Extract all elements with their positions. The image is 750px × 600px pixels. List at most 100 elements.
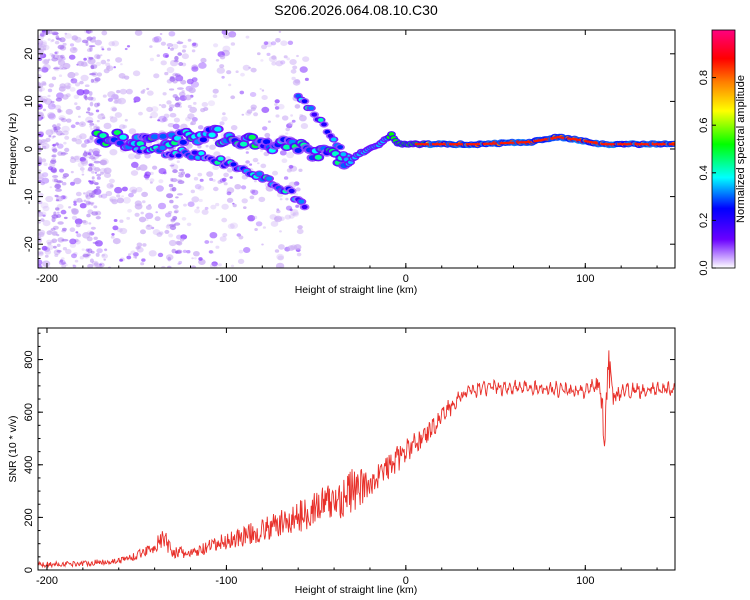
noise-streak <box>86 36 93 41</box>
noise-speckle <box>100 159 108 166</box>
noise-speckle <box>271 55 277 60</box>
noise-speckle <box>79 133 87 140</box>
snr-y-ticks: 0 200 400 600 800 <box>23 332 675 573</box>
noise-speckle <box>114 112 123 118</box>
noise-speckle <box>199 178 204 182</box>
noise-speckle <box>201 209 209 215</box>
noise-speckle <box>194 208 201 214</box>
noise-speckle <box>226 191 232 196</box>
noise-speckle <box>149 45 153 48</box>
noise-streak <box>177 180 185 185</box>
noise-speckle <box>38 252 41 255</box>
noise-speckle <box>283 176 289 180</box>
y-tick-label: 20 <box>23 48 35 60</box>
noise-speckle <box>183 203 187 207</box>
noise-speckle <box>279 150 287 156</box>
noise-speckle <box>87 57 96 65</box>
noise-speckle <box>261 44 267 50</box>
noise-speckle <box>39 251 44 255</box>
noise-speckle <box>171 43 179 50</box>
noise-speckle <box>154 216 161 222</box>
noise-streak <box>169 76 176 82</box>
noise-speckle <box>152 36 160 43</box>
noise-speckle <box>38 103 43 110</box>
noise-streak <box>85 194 89 198</box>
noise-speckle <box>181 90 185 93</box>
noise-streak <box>55 142 59 146</box>
noise-streak <box>61 118 67 123</box>
noise-speckle <box>230 125 238 131</box>
noise-streak <box>62 227 67 231</box>
colorbar-tick-label: 0.4 <box>698 165 710 180</box>
noise-speckle <box>41 30 46 33</box>
noise-speckle <box>292 211 300 217</box>
noise-speckle <box>280 60 286 65</box>
noise-speckle <box>212 88 219 94</box>
noise-speckle <box>264 132 271 138</box>
noise-speckle <box>295 204 299 208</box>
noise-speckle <box>96 119 100 123</box>
noise-speckle <box>275 262 285 268</box>
noise-speckle <box>212 179 216 182</box>
spectrogram-y-ticks: -20 -10 0 10 20 <box>23 29 675 269</box>
noise-speckle <box>286 151 295 159</box>
noise-streak <box>53 245 57 249</box>
noise-streak <box>50 159 57 164</box>
noise-speckle <box>289 208 293 212</box>
noise-speckle <box>42 172 49 178</box>
noise-speckle <box>189 106 198 113</box>
noise-speckle <box>86 230 93 236</box>
noise-speckle <box>176 160 180 163</box>
noise-speckle <box>70 156 75 160</box>
carrier-scatter-core <box>159 133 167 139</box>
noise-speckle <box>95 61 102 67</box>
noise-speckle <box>142 243 147 247</box>
noise-streak <box>61 152 68 155</box>
noise-speckle <box>258 196 266 203</box>
noise-speckle <box>70 124 76 129</box>
noise-speckle <box>56 130 63 136</box>
noise-speckle <box>72 264 75 267</box>
noise-speckle <box>150 181 153 184</box>
noise-streak <box>62 42 67 46</box>
colorbar-ticks: 0.0 0.2 0.4 0.6 0.8 <box>698 70 716 276</box>
noise-speckle <box>245 160 250 164</box>
noise-speckle <box>102 116 106 120</box>
noise-speckle <box>155 185 164 192</box>
noise-speckle <box>157 252 164 258</box>
noise-speckle <box>128 153 136 160</box>
noise-speckle <box>156 232 163 237</box>
noise-speckle <box>87 263 94 268</box>
noise-speckle <box>76 197 83 203</box>
noise-speckle <box>121 76 126 80</box>
noise-speckle <box>44 98 53 105</box>
noise-speckle <box>156 54 160 57</box>
noise-speckle <box>76 233 82 238</box>
noise-speckle <box>128 128 137 135</box>
noise-speckle <box>143 173 150 179</box>
noise-speckle <box>71 208 79 215</box>
noise-streak <box>177 262 181 265</box>
noise-speckle <box>117 227 123 233</box>
noise-speckle <box>168 239 177 247</box>
spectrogram-y-axis-label: Frequency (Hz) <box>7 113 19 185</box>
noise-speckle <box>75 139 82 145</box>
noise-speckle <box>71 253 77 259</box>
noise-streak <box>166 43 173 47</box>
noise-speckle <box>245 151 249 154</box>
carrier-scatter-core <box>151 134 159 140</box>
noise-speckle <box>58 86 66 92</box>
noise-speckle <box>257 162 260 165</box>
noise-speckle <box>69 238 77 245</box>
spectrogram-marks <box>38 30 675 268</box>
noise-speckle <box>223 182 228 186</box>
noise-speckle <box>73 198 80 203</box>
y-tick-label: -10 <box>23 189 35 205</box>
noise-speckle <box>153 73 160 79</box>
noise-speckle <box>94 167 101 172</box>
noise-speckle <box>198 62 207 69</box>
noise-speckle <box>86 48 92 53</box>
noise-streak <box>94 182 99 186</box>
noise-speckle <box>107 91 116 98</box>
lower-branch-core <box>288 188 295 194</box>
